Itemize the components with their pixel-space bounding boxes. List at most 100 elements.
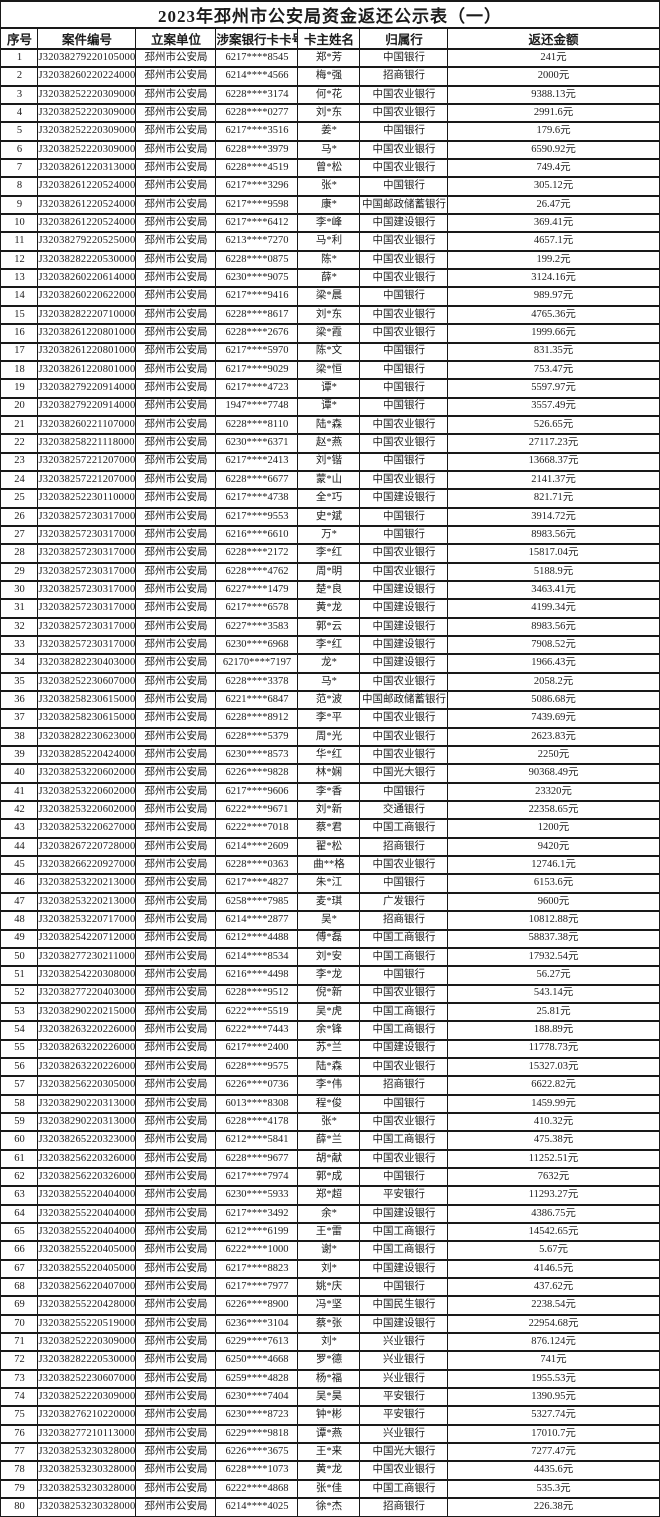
cell-bank: 中国农业银行 bbox=[359, 561, 449, 582]
cell-bank: 中国农业银行 bbox=[359, 1111, 449, 1133]
cell-filing-unit: 邳州市公安局 bbox=[135, 304, 217, 326]
cell-index: 50 bbox=[0, 946, 39, 968]
cell-filing-unit: 邳州市公安局 bbox=[135, 1020, 217, 1041]
cell-index: 63 bbox=[0, 1185, 39, 1206]
table-row: 62 J3203825622032600004 邳州市公安局 6217****7974… bbox=[0, 1166, 660, 1188]
cell-bank: 中国工商银行 bbox=[359, 1221, 449, 1243]
cell-case-number: J3203825223011000008 bbox=[37, 488, 137, 509]
cell-bank: 中国光大银行 bbox=[359, 1442, 449, 1463]
table-row: 75 J3203827621022000003 邳州市公安局 6230****8723… bbox=[0, 1405, 660, 1426]
cell-filing-unit: 邳州市公安局 bbox=[135, 763, 217, 784]
cell-case-number: J3203825622032600004 bbox=[37, 1166, 137, 1188]
cell-return-amount: 1999.66元 bbox=[447, 323, 660, 344]
cell-filing-unit: 邳州市公安局 bbox=[135, 1313, 217, 1335]
cell-filing-unit: 邳州市公安局 bbox=[135, 451, 217, 472]
cell-bank: 中国银行 bbox=[359, 451, 449, 472]
cell-cardholder-name: 郑*芳 bbox=[297, 47, 361, 69]
cell-case-number: J3203826622092700004 bbox=[37, 855, 137, 876]
cell-filing-unit: 邳州市公安局 bbox=[135, 726, 217, 748]
cell-card-number: 6228****2676 bbox=[215, 323, 299, 344]
cell-index: 57 bbox=[0, 1075, 39, 1096]
cell-filing-unit: 邳州市公安局 bbox=[135, 855, 217, 876]
table-row: 56 J3203826322022600002 邳州市公安局 6228****9575… bbox=[0, 1056, 660, 1078]
cell-card-number: 6217****3296 bbox=[215, 176, 299, 197]
table-row: 71 J3203825222030900015 邳州市公安局 6229****7613… bbox=[0, 1332, 660, 1353]
cell-case-number: J3203826122052400002 bbox=[37, 176, 137, 197]
cell-bank: 中国银行 bbox=[359, 1277, 449, 1298]
table-row: 47 J3203825322021300016 邳州市公安局 6258****7985… bbox=[0, 891, 660, 913]
cell-case-number: J3203825323032800015 bbox=[37, 1442, 137, 1463]
cell-return-amount: 188.89元 bbox=[447, 1020, 660, 1041]
cell-card-number: 6228****2172 bbox=[215, 543, 299, 564]
cell-bank: 中国建设银行 bbox=[359, 616, 449, 638]
cell-filing-unit: 邳州市公安局 bbox=[135, 176, 217, 197]
cell-return-amount: 6153.6元 bbox=[447, 873, 660, 894]
cell-filing-unit: 邳州市公安局 bbox=[135, 433, 217, 454]
cell-cardholder-name: 华*红 bbox=[297, 745, 361, 766]
table-row: 24 J3203825722120700001 邳州市公安局 6228****6677… bbox=[0, 469, 660, 491]
cell-card-number: 6222****5519 bbox=[215, 1001, 299, 1023]
cell-return-amount: 10812.88元 bbox=[447, 910, 660, 931]
cell-card-number: 6228****6677 bbox=[215, 469, 299, 491]
cell-filing-unit: 邳州市公安局 bbox=[135, 469, 217, 491]
cell-filing-unit: 邳州市公安局 bbox=[135, 1442, 217, 1463]
cell-index: 66 bbox=[0, 1240, 39, 1261]
cell-case-number: J3203828222071000003 bbox=[37, 304, 137, 326]
cell-index: 28 bbox=[0, 543, 39, 564]
cell-case-number: J3203825222030900015 bbox=[37, 103, 137, 124]
table-row: 29 J3203825723031700003 邳州市公安局 6228****4762… bbox=[0, 561, 660, 582]
cell-bank: 中国建设银行 bbox=[359, 579, 449, 601]
cell-filing-unit: 邳州市公安局 bbox=[135, 745, 217, 766]
cell-case-number: J3203825322062700015 bbox=[37, 818, 137, 839]
cell-cardholder-name: 何*花 bbox=[297, 84, 361, 106]
cell-return-amount: 6590.92元 bbox=[447, 139, 660, 161]
cell-cardholder-name: 麦*琪 bbox=[297, 891, 361, 913]
table-row: 53 J3203829022021500007 邳州市公安局 6222****5519… bbox=[0, 1001, 660, 1023]
cell-case-number: J3203829022031300006 bbox=[37, 1093, 137, 1114]
cell-card-number: 1947****7748 bbox=[215, 396, 299, 417]
cell-filing-unit: 邳州市公安局 bbox=[135, 47, 217, 69]
cell-return-amount: 13668.37元 bbox=[447, 451, 660, 472]
cell-return-amount: 2141.37元 bbox=[447, 469, 660, 491]
cell-cardholder-name: 翟*松 bbox=[297, 836, 361, 858]
table-row: 30 J3203825723031700003 邳州市公安局 6227****1479… bbox=[0, 579, 660, 601]
cell-case-number: J3203825323032800015 bbox=[37, 1497, 137, 1517]
cell-cardholder-name: 蔡*张 bbox=[297, 1313, 361, 1335]
cell-filing-unit: 邳州市公安局 bbox=[135, 1423, 217, 1445]
cell-bank: 中国农业银行 bbox=[359, 414, 449, 436]
cell-return-amount: 8983.56元 bbox=[447, 616, 660, 638]
cell-cardholder-name: 马* bbox=[297, 671, 361, 693]
col-card-number: 涉案银行卡卡号 bbox=[215, 27, 299, 50]
cell-bank: 中国工商银行 bbox=[359, 1020, 449, 1041]
table-row: 74 J3203825222030900015 邳州市公安局 6230****7404… bbox=[0, 1387, 660, 1408]
cell-card-number: 6222****7443 bbox=[215, 1020, 299, 1041]
cell-case-number: J3203825422071200020 bbox=[37, 928, 137, 949]
cell-filing-unit: 邳州市公安局 bbox=[135, 1295, 217, 1316]
cell-cardholder-name: 李*红 bbox=[297, 543, 361, 564]
cell-return-amount: 989.97元 bbox=[447, 286, 660, 307]
cell-return-amount: 22358.65元 bbox=[447, 800, 660, 821]
cell-case-number: J3203826022062200004 bbox=[37, 286, 137, 307]
table-row: 15 J3203828222071000003 邳州市公安局 6228****8617… bbox=[0, 304, 660, 326]
cell-filing-unit: 邳州市公安局 bbox=[135, 506, 217, 527]
cell-return-amount: 17932.54元 bbox=[447, 946, 660, 968]
cell-bank: 中国工商银行 bbox=[359, 946, 449, 968]
cell-return-amount: 4146.5元 bbox=[447, 1258, 660, 1280]
cell-case-number: J3203825723031700003 bbox=[37, 598, 137, 619]
cell-card-number: 6226****8900 bbox=[215, 1295, 299, 1316]
cell-case-number: J3203825723031700003 bbox=[37, 579, 137, 601]
cell-bank: 中国农业银行 bbox=[359, 323, 449, 344]
cell-return-amount: 226.38元 bbox=[447, 1497, 660, 1517]
table-row: 8 J3203826122052400002 邳州市公安局 6217****3296 张… bbox=[0, 176, 660, 197]
table-row: 63 J3203825522040400006 邳州市公安局 6230****5933… bbox=[0, 1185, 660, 1206]
cell-filing-unit: 邳州市公安局 bbox=[135, 983, 217, 1004]
cell-bank: 兴业银行 bbox=[359, 1423, 449, 1445]
cell-bank: 招商银行 bbox=[359, 66, 449, 87]
cell-index: 4 bbox=[0, 103, 39, 124]
cell-case-number: J3203825723031700003 bbox=[37, 634, 137, 656]
cell-card-number: 6217****8545 bbox=[215, 47, 299, 69]
cell-filing-unit: 邳州市公安局 bbox=[135, 1332, 217, 1353]
cell-index: 56 bbox=[0, 1056, 39, 1078]
cell-index: 52 bbox=[0, 983, 39, 1004]
cell-case-number: J3203826322022600002 bbox=[37, 1056, 137, 1078]
